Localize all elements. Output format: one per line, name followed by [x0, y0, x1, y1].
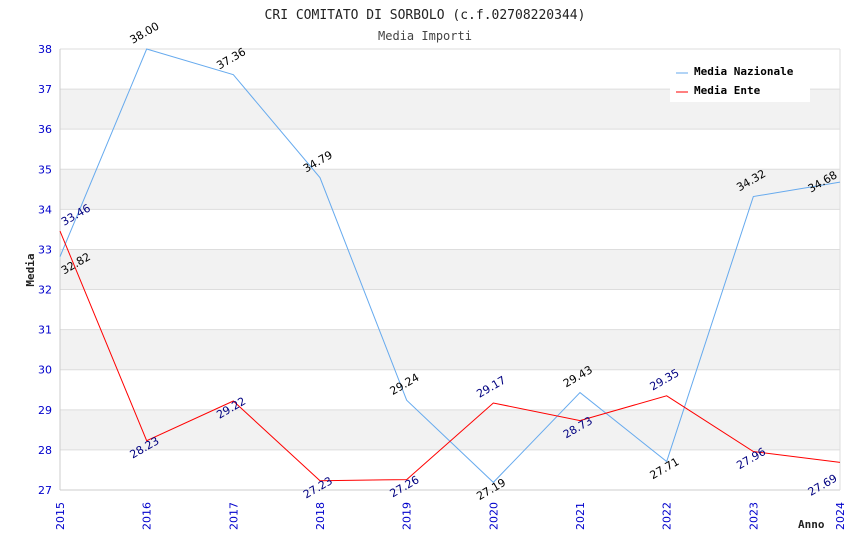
y-tick-label: 29	[38, 404, 52, 417]
y-axis-label: Media	[24, 253, 37, 286]
y-tick-label: 30	[38, 364, 52, 377]
y-tick-label: 32	[38, 284, 52, 297]
x-tick-label: 2015	[54, 502, 67, 530]
grid-band	[60, 169, 840, 210]
x-tick-label: 2021	[574, 502, 587, 530]
x-tick-label: 2016	[141, 502, 154, 530]
y-tick-label: 31	[38, 324, 52, 337]
chart-title: CRI COMITATO DI SORBOLO (c.f.02708220344…	[265, 8, 586, 23]
x-tick-label: 2024	[834, 502, 847, 530]
series-line-1	[59, 230, 841, 482]
x-axis-label: Anno	[798, 518, 825, 531]
y-tick-label: 37	[38, 83, 52, 96]
y-tick-label: 38	[38, 43, 52, 56]
y-tick-label: 27	[38, 484, 52, 497]
data-label: 27.69	[806, 472, 840, 499]
chart-subtitle: Media Importi	[378, 29, 472, 43]
y-tick-label: 35	[38, 163, 52, 176]
x-tick-label: 2017	[227, 502, 240, 530]
x-tick-label: 2020	[487, 502, 500, 530]
y-tick-label: 28	[38, 444, 52, 457]
y-tick-label: 33	[38, 243, 52, 256]
data-label: 29.17	[474, 374, 508, 401]
grid-band	[60, 409, 840, 450]
data-label: 29.35	[648, 366, 682, 393]
legend-nazionale: Media Nazionale	[694, 65, 794, 78]
data-label: 27.26	[388, 473, 422, 500]
x-tick-label: 2019	[401, 502, 414, 530]
y-tick-label: 36	[38, 123, 52, 136]
legend-ente: Media Ente	[694, 84, 761, 97]
grid-band	[60, 329, 840, 370]
x-tick-label: 2022	[661, 502, 674, 530]
data-label: 38.00	[128, 20, 162, 47]
y-tick-label: 34	[38, 203, 52, 216]
data-label: 27.71	[648, 455, 682, 482]
grid-band	[60, 249, 840, 290]
x-tick-label: 2018	[314, 502, 327, 530]
legend: Media Nazionale Media Ente	[670, 60, 810, 102]
x-tick-label: 2023	[747, 502, 760, 530]
